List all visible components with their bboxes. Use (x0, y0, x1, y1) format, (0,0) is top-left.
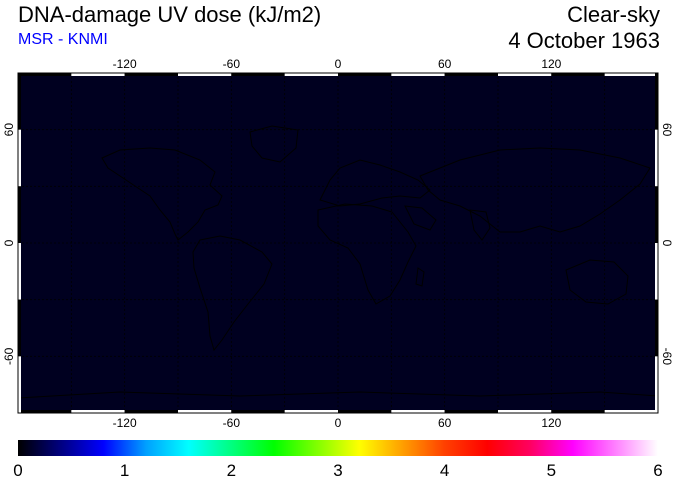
map-source: MSR - KNMI (18, 31, 108, 48)
antarctica-coast (18, 391, 658, 399)
asia-coast (419, 147, 651, 233)
edge-tick-top (18, 73, 72, 76)
edge-tick-left (18, 186, 21, 243)
lat-label-left: 60 (2, 123, 16, 137)
edge-tick-top (284, 73, 338, 76)
lon-label-bottom: 60 (438, 416, 452, 430)
south-america-coast (192, 235, 273, 352)
map-frame (17, 72, 659, 414)
edge-tick-right (655, 356, 658, 413)
australia-coast (565, 259, 629, 305)
africa-coast (317, 203, 417, 305)
arabia-coast (404, 205, 437, 231)
edge-tick-bottom (551, 410, 605, 413)
edge-tick-top (124, 73, 178, 76)
edge-tick-bottom (231, 410, 285, 413)
lon-label-top: 0 (335, 57, 342, 71)
north-america-coast (101, 147, 223, 241)
edge-tick-right (655, 299, 658, 357)
colorbar-labels: 0 1 2 3 4 5 6 (13, 461, 662, 480)
sky-condition: Clear-sky (567, 2, 660, 27)
lat-label-left: -60 (2, 347, 16, 365)
colorbar (18, 440, 658, 456)
edge-tick-right (655, 129, 658, 187)
lon-label-bottom: -60 (223, 416, 241, 430)
colorbar-tick-label: 3 (333, 461, 342, 480)
edge-tick-left (18, 243, 21, 300)
edge-tick-left (18, 129, 21, 187)
greenland-coast (249, 125, 299, 163)
edge-tick-left (18, 299, 21, 357)
edge-tick-left (18, 73, 21, 130)
map-gridlines (18, 73, 658, 413)
edge-tick-top (444, 73, 498, 76)
madagascar-coast (415, 267, 425, 287)
edge-tick-top (551, 73, 605, 76)
edge-tick-top (178, 73, 232, 76)
edge-tick-bottom (124, 410, 178, 413)
map-edge-ticks (18, 73, 658, 413)
lon-label-top: 60 (438, 57, 452, 71)
colorbar-tick-label: 6 (653, 461, 662, 480)
map-date: 4 October 1963 (508, 28, 660, 53)
edge-tick-right (655, 73, 658, 130)
edge-tick-top (498, 73, 552, 76)
europe-coast (319, 159, 431, 207)
lon-label-top: -60 (223, 57, 241, 71)
lat-label-right: 60 (660, 123, 674, 137)
map-title: DNA-damage UV dose (kJ/m2) (18, 2, 322, 27)
lat-label-right: -60 (660, 348, 674, 366)
edge-tick-top (391, 73, 445, 76)
colorbar-tick-label: 2 (227, 461, 236, 480)
colorbar-tick-label: 1 (120, 461, 129, 480)
edge-tick-right (655, 186, 658, 243)
lon-label-top: 120 (541, 57, 561, 71)
edge-tick-bottom (18, 410, 72, 413)
lon-label-bottom: 0 (335, 416, 342, 430)
edge-tick-top (604, 73, 658, 76)
edge-tick-left (18, 356, 21, 413)
edge-tick-bottom (604, 410, 658, 413)
lat-label-left: 0 (2, 239, 16, 246)
edge-tick-bottom (178, 410, 232, 413)
coastlines (18, 125, 658, 399)
edge-tick-top (231, 73, 285, 76)
edge-tick-bottom (498, 410, 552, 413)
india-coast (469, 209, 491, 241)
map-axis-labels: -120 -120 -60 -60 0 0 60 60 120 120 60 60 0 0 -60 -60 (2, 57, 674, 430)
edge-tick-bottom (71, 410, 125, 413)
lon-label-bottom: 120 (541, 416, 561, 430)
edge-tick-bottom (338, 410, 392, 413)
colorbar-tick-label: 4 (440, 461, 449, 480)
lon-label-top: -120 (113, 57, 137, 71)
edge-tick-bottom (284, 410, 338, 413)
edge-tick-top (338, 73, 392, 76)
edge-tick-right (655, 243, 658, 300)
lon-label-bottom: -120 (113, 416, 137, 430)
colorbar-tick-label: 5 (547, 461, 556, 480)
lat-label-right: 0 (660, 240, 674, 247)
edge-tick-bottom (444, 410, 498, 413)
colorbar-tick-label: 0 (13, 461, 22, 480)
edge-tick-bottom (391, 410, 445, 413)
edge-tick-top (71, 73, 125, 76)
